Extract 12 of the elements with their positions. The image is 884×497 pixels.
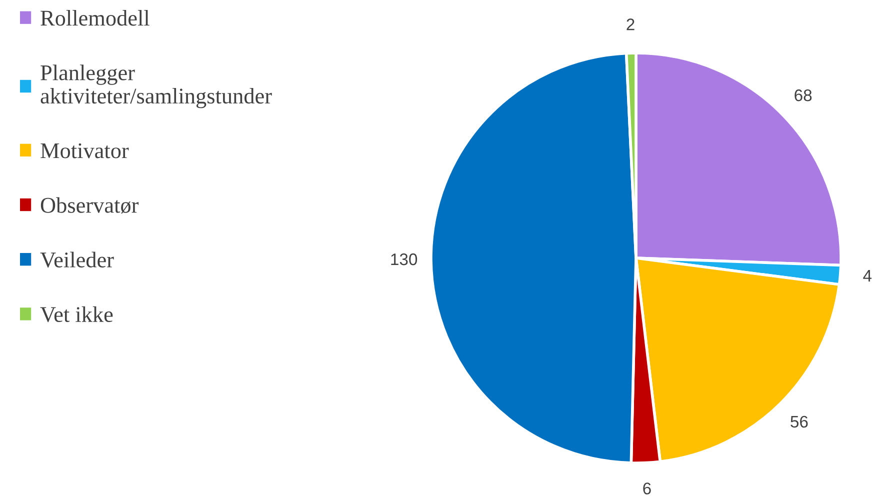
legend-label: Vet ikke [40,306,113,322]
legend-label: Rollemodell [40,10,150,26]
legend-label: Observatør [40,197,139,214]
data-label: 68 [794,89,812,102]
legend-label: Motivator [40,143,129,158]
data-label: 4 [863,270,872,282]
data-label: 2 [626,18,634,30]
legend-label: Veileder [40,252,114,268]
data-label: 6 [643,482,651,494]
data-label: 56 [790,416,808,428]
data-label: 130 [391,253,418,266]
legend-label: Planlegger aktiviteter/samlingstunder [40,64,272,108]
